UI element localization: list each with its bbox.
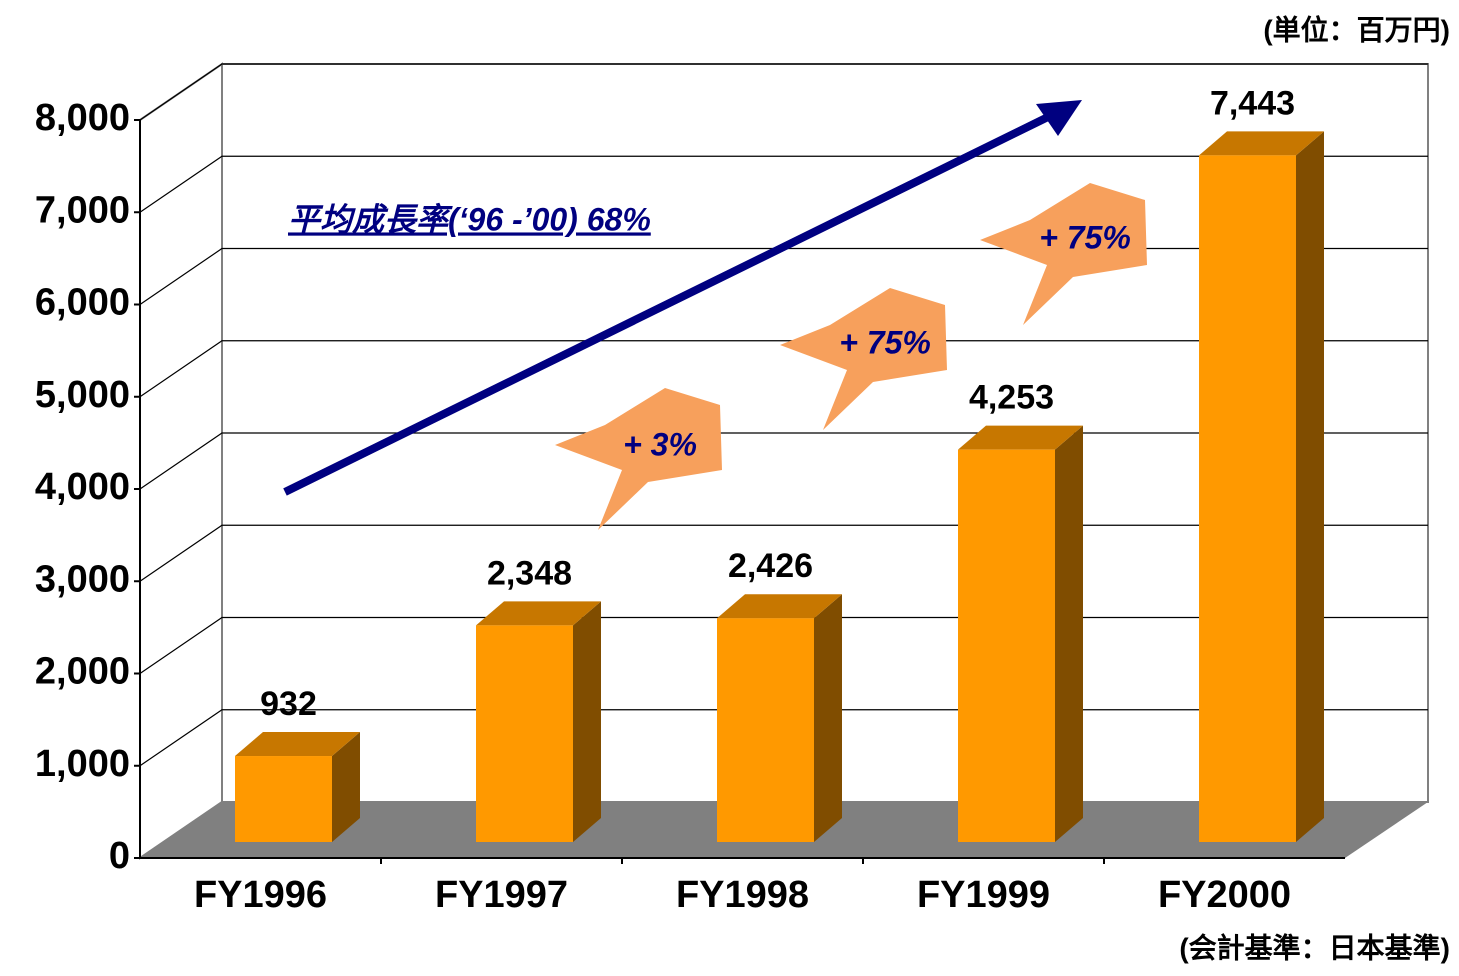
bar-top <box>1199 131 1324 156</box>
y-tick-label: 3,000 <box>35 558 130 600</box>
grid-line <box>139 155 1428 213</box>
bar-front <box>476 625 573 842</box>
x-tick-label: FY2000 <box>1158 874 1291 916</box>
bar-front <box>958 449 1055 842</box>
bar-top <box>476 601 601 626</box>
bar-front <box>235 756 332 842</box>
value-label: 932 <box>260 685 317 723</box>
bar-side <box>1296 131 1324 843</box>
y-tick-label: 2,000 <box>35 651 130 693</box>
growth-arrow <box>283 100 1082 496</box>
y-tick-label: 0 <box>109 835 130 877</box>
bar-top <box>235 732 360 757</box>
y-tick-label: 8,000 <box>35 97 130 139</box>
y-tick-label: 1,000 <box>35 743 130 785</box>
y-tick-label: 6,000 <box>35 282 130 324</box>
arrow-head <box>1036 100 1082 136</box>
value-label: 4,253 <box>969 379 1054 417</box>
arrow-line <box>283 112 1052 496</box>
flash-shape <box>555 388 722 530</box>
value-label: 2,426 <box>728 547 813 585</box>
annotation: + 3% <box>623 426 697 462</box>
bar-top <box>958 425 1083 450</box>
annotation: + 75% <box>839 324 931 360</box>
bar <box>958 425 1083 842</box>
flash-shape <box>780 288 947 430</box>
flash-shape <box>980 183 1147 325</box>
grid-line <box>139 63 1428 121</box>
y-tick-label: 4,000 <box>35 466 130 508</box>
annotation: 平均成長率(‘96 -’00) 68% <box>288 201 651 237</box>
bar-side <box>573 601 601 842</box>
bar <box>235 732 360 842</box>
x-tick-label: FY1999 <box>917 874 1050 916</box>
bar-side <box>332 732 360 842</box>
grid-line <box>139 340 1428 398</box>
footnote: (会計基準：日本基準) <box>1179 931 1450 963</box>
y-tick-label: 5,000 <box>35 374 130 416</box>
bar-front <box>1199 155 1296 843</box>
y-tick-label: 7,000 <box>35 189 130 231</box>
x-tick-label: FY1997 <box>435 874 568 916</box>
bar-top <box>717 594 842 619</box>
annotation: + 75% <box>1039 219 1131 255</box>
bar <box>476 601 601 842</box>
bar <box>1199 131 1324 843</box>
value-label: 2,348 <box>487 554 572 592</box>
value-label: 7,443 <box>1210 84 1295 122</box>
x-tick-label: FY1996 <box>194 874 327 916</box>
unit-label: (単位：百万円) <box>1263 13 1450 45</box>
bar <box>717 594 842 842</box>
x-tick-label: FY1998 <box>676 874 809 916</box>
bar-side <box>1055 425 1083 842</box>
bar-side <box>814 594 842 842</box>
bar-front <box>717 618 814 842</box>
